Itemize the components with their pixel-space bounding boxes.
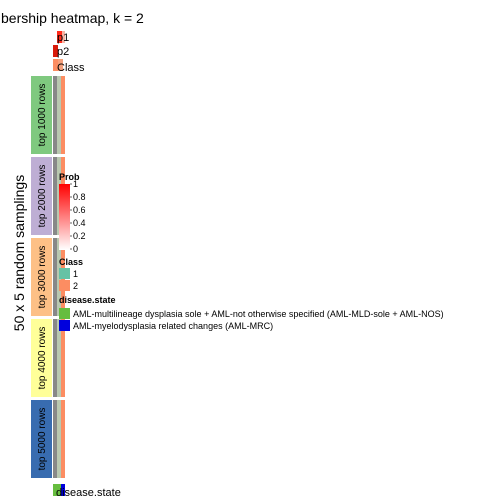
heatmap-cell-g1-c2 xyxy=(57,76,61,154)
legend-class-swatch-1 xyxy=(59,268,70,279)
class-bar-2 xyxy=(58,59,63,71)
group-label-5: top 5000 rows xyxy=(37,408,48,471)
p1-bar xyxy=(57,31,62,43)
row-label-p2: p2 xyxy=(57,46,69,58)
legend-class-label-1: 1 xyxy=(73,269,78,279)
group-label-band-2 xyxy=(31,157,52,235)
heatmap-cell-g4-c1 xyxy=(53,319,57,397)
legend-prob-tick-0: 1 xyxy=(73,179,78,189)
heatmap-cell-g2-c1 xyxy=(53,157,57,235)
heatmap-cell-g5-c3 xyxy=(61,400,65,478)
bottom-annotation: disease.state xyxy=(53,484,121,499)
group-label-1: top 1000 rows xyxy=(37,84,48,147)
legend-prob-tick-2: 0.6 xyxy=(73,205,86,215)
legend-disease-swatch-2 xyxy=(59,320,70,331)
legend-disease-label-2: AML-myelodysplasia related changes (AML-… xyxy=(73,321,273,331)
bottom-annotation-label: disease.state xyxy=(56,487,121,499)
group-label-band-3 xyxy=(31,238,52,316)
p2-bar xyxy=(53,45,58,57)
group-label-4: top 4000 rows xyxy=(37,327,48,390)
legend-class-label-2: 2 xyxy=(73,281,78,291)
top-annotation: p1 p2 Class xyxy=(53,31,85,74)
group-label-2: top 2000 rows xyxy=(37,165,48,228)
group-label-band-1 xyxy=(31,76,52,154)
heatmap-cell-g5-c2 xyxy=(57,400,61,478)
legend-disease-title: disease.state xyxy=(59,295,116,305)
legend-prob: Prob 1 0.8 0.6 0.4 0.2 0 xyxy=(59,172,86,254)
disease-state-bar-2 xyxy=(57,484,61,496)
legend-prob-tick-5: 0 xyxy=(73,244,78,254)
disease-state-bar-1 xyxy=(53,484,57,496)
legend-disease-swatch-1 xyxy=(59,308,70,319)
group-label-band-5 xyxy=(31,400,52,478)
y-axis-title: 50 x 5 random samplings xyxy=(11,175,27,331)
heatmap-cell-g4-c2 xyxy=(57,319,61,397)
p1-bar-light xyxy=(62,31,65,43)
legend-prob-tick-3: 0.4 xyxy=(73,218,86,228)
group-label-3: top 3000 rows xyxy=(37,246,48,309)
legend-prob-gradient xyxy=(59,184,70,250)
row-label-class: Class xyxy=(57,62,85,74)
heatmap-cell-g5-c1 xyxy=(53,400,57,478)
disease-state-bar-3 xyxy=(61,484,65,496)
heatmap-cell-g4-c3 xyxy=(61,319,65,397)
legend-prob-title: Prob xyxy=(59,172,80,182)
heatmap-cell-g1-c3 xyxy=(61,76,65,154)
group-label-band-4 xyxy=(31,319,52,397)
class-bar xyxy=(53,59,58,71)
legend-disease-state: disease.state AML-multilineage dysplasia… xyxy=(59,295,444,331)
legend-prob-tick-4: 0.2 xyxy=(73,231,86,241)
row-label-p1: p1 xyxy=(57,32,69,44)
legend-prob-tick-1: 0.8 xyxy=(73,192,86,202)
legend-class-title: Class xyxy=(59,257,83,267)
heatmap-cell-g1-c1 xyxy=(53,76,57,154)
legend-class: Class 1 2 xyxy=(59,257,83,291)
legend-disease-label-1: AML-multilineage dysplasia sole + AML-no… xyxy=(73,309,444,319)
legend-class-swatch-2 xyxy=(59,280,70,291)
heatmap-cell-g3-c1 xyxy=(53,238,57,316)
chart-title: bership heatmap, k = 2 xyxy=(1,10,144,26)
